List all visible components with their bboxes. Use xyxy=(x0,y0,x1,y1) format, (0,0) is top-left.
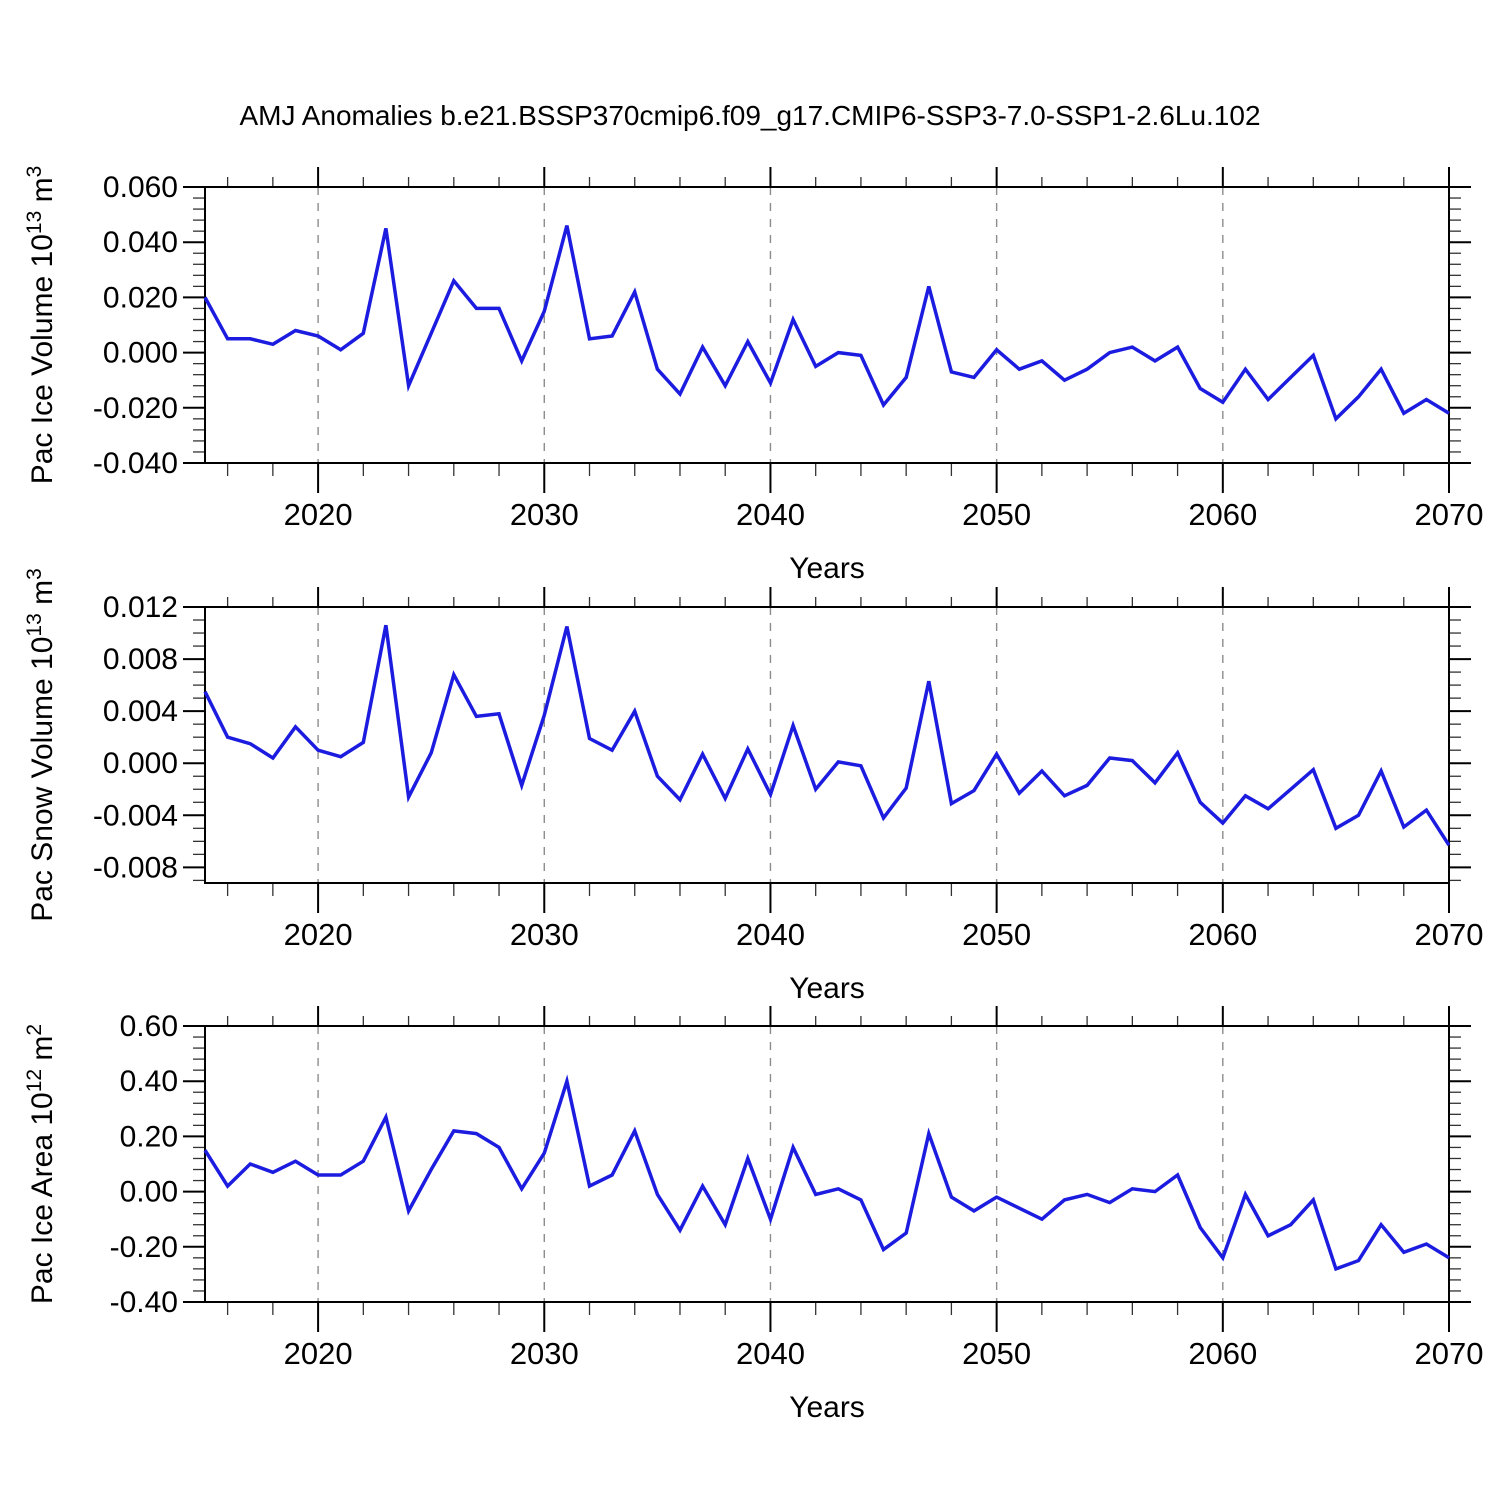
y-tick-label: 0.020 xyxy=(103,281,178,314)
y-tick-label: 0.060 xyxy=(103,171,178,204)
y-tick-label: -0.20 xyxy=(110,1231,178,1264)
plot-frame xyxy=(204,1025,1450,1303)
y-tick-label: 0.004 xyxy=(103,695,178,728)
y-tick-label: 0.040 xyxy=(103,226,178,259)
x-tick-label: 2070 xyxy=(1415,917,1484,952)
x-axis-title: Years xyxy=(789,1391,865,1424)
pac-ice-volume-series-line xyxy=(203,225,1450,422)
y-tick-label: 0.00 xyxy=(120,1176,178,1209)
x-tick-label: 2030 xyxy=(510,917,579,952)
x-tick-label: 2070 xyxy=(1415,1336,1484,1371)
x-tick-label: 2060 xyxy=(1188,1336,1257,1371)
y-tick-label: -0.040 xyxy=(93,447,178,480)
y-axis-title: Pac Ice Area 1012 m2 xyxy=(23,1024,59,1304)
y-tick-label: -0.004 xyxy=(93,799,178,832)
panel-pac-snow-volume: 0.012 0.008 0.004 0.000 -0.004 -0.008 2020 2030… xyxy=(23,568,1483,1005)
y-tick-label: 0.60 xyxy=(120,1010,178,1043)
x-tick-label: 2040 xyxy=(736,497,805,532)
panel-pac-ice-volume: 0.060 0.040 0.020 0.000 -0.020 -0.040 2020 2030… xyxy=(23,166,1483,585)
y-axis-title: Pac Ice Volume 1013 m3 xyxy=(23,166,59,485)
pac-ice-area-series-line xyxy=(203,1074,1450,1272)
plot-frame xyxy=(204,186,1450,464)
y-tick-label: -0.40 xyxy=(110,1286,178,1319)
x-tick-label: 2030 xyxy=(510,497,579,532)
x-axis-title: Years xyxy=(789,972,865,1005)
plot-frame xyxy=(204,606,1450,884)
x-tick-label: 2050 xyxy=(962,497,1031,532)
y-tick-label: 0.012 xyxy=(103,591,178,624)
x-tick-label: 2060 xyxy=(1188,917,1257,952)
y-tick-label: 0.008 xyxy=(103,643,178,676)
y-tick-label: -0.020 xyxy=(93,392,178,425)
x-tick-label: 2020 xyxy=(284,917,353,952)
y-tick-label: -0.008 xyxy=(93,851,178,884)
x-axis-title: Years xyxy=(789,552,865,585)
chart-title: AMJ Anomalies b.e21.BSSP370cmip6.f09_g17… xyxy=(239,100,1261,131)
x-tick-label: 2020 xyxy=(284,497,353,532)
x-tick-label: 2050 xyxy=(962,917,1031,952)
pac-snow-volume-series-line xyxy=(203,624,1451,847)
y-axis-title: Pac Snow Volume 1013 m3 xyxy=(23,568,59,922)
panel-pac-ice-area: 0.60 0.40 0.20 0.00 -0.20 -0.40 2020 2030 2040 20… xyxy=(23,1006,1483,1424)
y-tick-label: 0.20 xyxy=(120,1120,178,1153)
y-tick-label: 0.40 xyxy=(120,1065,178,1098)
x-tick-label: 2020 xyxy=(284,1336,353,1371)
x-tick-label: 2040 xyxy=(736,1336,805,1371)
y-tick-label: 0.000 xyxy=(103,747,178,780)
x-tick-label: 2030 xyxy=(510,1336,579,1371)
x-tick-label: 2070 xyxy=(1415,497,1484,532)
x-tick-label: 2040 xyxy=(736,917,805,952)
x-tick-label: 2050 xyxy=(962,1336,1031,1371)
x-tick-label: 2060 xyxy=(1188,497,1257,532)
y-tick-label: 0.000 xyxy=(103,337,178,370)
